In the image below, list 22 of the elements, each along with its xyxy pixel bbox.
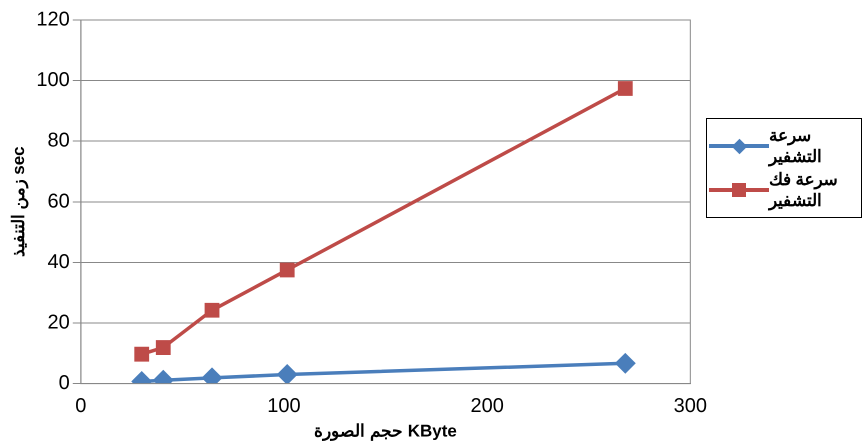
y-tick-label: 100 — [36, 69, 70, 92]
legend-label: سرعة التشفير — [769, 125, 823, 167]
point — [134, 346, 150, 362]
point — [204, 302, 220, 318]
y-tick-label: 120 — [36, 8, 70, 31]
point — [280, 262, 295, 278]
point — [156, 340, 171, 355]
point — [616, 354, 636, 374]
x-tick-label: 100 — [267, 395, 301, 418]
y-tick-label: 60 — [48, 190, 70, 212]
x-tick-label: 0 — [75, 395, 86, 418]
y-tick-label: 80 — [48, 130, 70, 152]
x-axis-title: حجم الصورة KByte — [314, 421, 457, 442]
y-tick-label: 0 — [58, 372, 70, 394]
y-tick-label: 40 — [48, 250, 70, 273]
x-tick-label: 200 — [470, 395, 504, 418]
legend-label: سرعة فك التشفير — [769, 169, 839, 211]
y-tick-label: 20 — [48, 312, 70, 334]
point — [277, 364, 297, 384]
point — [618, 81, 633, 96]
y-axis-title: زمن التنفيذ sec — [8, 146, 29, 258]
x-tick-label: 300 — [674, 395, 708, 418]
